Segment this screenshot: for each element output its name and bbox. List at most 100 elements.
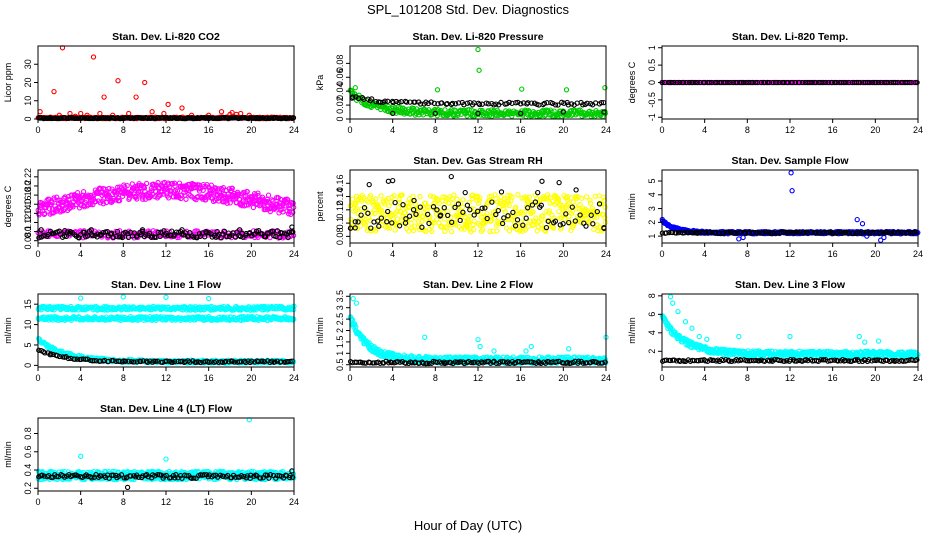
data-point: [820, 79, 826, 86]
y-axis-label: ml/min: [3, 317, 13, 344]
data-point: [753, 79, 759, 86]
data-point: [155, 179, 161, 186]
data-point: [818, 79, 824, 86]
x-tick-label: 20: [870, 249, 880, 259]
data-point: [560, 109, 566, 115]
x-tick-label: 12: [473, 125, 483, 135]
x-tick-label: 12: [785, 125, 795, 135]
data-point: [563, 87, 570, 93]
data-point: [580, 102, 586, 108]
y-tick-label: 0.02: [335, 96, 345, 114]
y-axis-label: Licor ppm: [3, 63, 13, 103]
x-tick-label: 8: [121, 373, 126, 383]
data-point: [260, 115, 266, 121]
x-tick-label: 12: [785, 249, 795, 259]
data-point: [227, 200, 233, 206]
data-point: [90, 54, 97, 60]
x-tick-label: 8: [745, 125, 750, 135]
panel-title: Stan. Dev. Line 2 Flow: [423, 279, 534, 291]
data-point: [106, 185, 112, 192]
data-point: [857, 79, 863, 86]
y-tick-label: 0.04: [335, 82, 345, 100]
data-point: [174, 188, 181, 194]
data-point: [864, 79, 871, 86]
data-point: [73, 115, 79, 121]
x-tick-label: 0: [35, 125, 40, 135]
data-point: [568, 101, 575, 107]
x-tick-label: 0: [347, 249, 352, 259]
data-point: [393, 98, 399, 105]
data-point: [813, 79, 819, 86]
x-tick-label: 20: [558, 125, 568, 135]
points-group: [659, 79, 920, 86]
data-point: [513, 100, 519, 106]
y-axis-label: degrees C: [3, 185, 13, 227]
x-tick-label: 4: [390, 249, 395, 259]
data-point: [434, 87, 441, 93]
data-point: [442, 107, 448, 113]
data-point: [396, 99, 402, 106]
data-point: [475, 46, 481, 53]
x-tick-label: 8: [121, 125, 126, 135]
data-point: [133, 193, 139, 199]
data-point: [42, 210, 48, 217]
x-tick-label: 0: [659, 249, 664, 259]
data-point: [906, 79, 912, 86]
x-tick-label: 4: [78, 249, 83, 259]
data-point: [602, 110, 608, 117]
data-point: [694, 79, 700, 86]
panel-title: Stan. Dev. Gas Stream RH: [413, 155, 542, 167]
x-tick-label: 16: [204, 249, 214, 259]
data-point: [229, 109, 235, 116]
data-point: [692, 79, 698, 86]
data-point: [740, 79, 747, 86]
data-point: [727, 79, 733, 86]
data-point: [867, 79, 873, 86]
x-tick-label: 24: [289, 249, 299, 259]
data-point: [776, 79, 782, 86]
y-tick-label: 1: [647, 45, 657, 50]
figure-x-axis-label: Hour of Day (UTC): [414, 518, 522, 533]
data-point: [743, 79, 749, 86]
data-point: [350, 94, 356, 100]
data-point: [62, 206, 68, 212]
data-point: [452, 101, 459, 107]
x-tick-label: 12: [161, 249, 171, 259]
data-point: [240, 198, 246, 204]
data-point: [725, 79, 731, 86]
x-tick-label: 0: [35, 373, 40, 383]
data-point: [439, 100, 445, 106]
y-tick-label: 0.16: [335, 175, 345, 193]
data-point: [895, 79, 901, 86]
data-point: [722, 79, 729, 86]
data-point: [518, 101, 524, 107]
y-tick-label: 1: [647, 234, 657, 239]
data-point: [518, 110, 524, 117]
data-point: [515, 99, 521, 106]
data-point: [464, 100, 471, 106]
y-tick-label: 0: [647, 80, 657, 85]
y-tick-label: 0: [23, 363, 33, 368]
data-point: [475, 110, 481, 117]
x-tick-label: 4: [702, 125, 707, 135]
data-point: [834, 79, 840, 86]
data-point: [431, 100, 437, 106]
data-point: [750, 79, 756, 86]
x-tick-label: 20: [246, 249, 256, 259]
data-point: [142, 79, 148, 86]
data-point: [62, 194, 68, 200]
data-point: [213, 186, 219, 192]
y-tick-label: 0.08: [335, 55, 345, 73]
data-point: [369, 96, 375, 102]
panel-title: Stan. Dev. Amb. Box Temp.: [99, 155, 234, 167]
x-tick-label: 8: [745, 249, 750, 259]
y-tick-label: 0.22: [23, 168, 33, 186]
data-point: [598, 99, 605, 106]
data-point: [914, 79, 920, 86]
x-tick-label: 16: [828, 249, 838, 259]
data-point: [101, 94, 107, 100]
data-point: [680, 79, 687, 86]
data-point: [796, 79, 802, 86]
